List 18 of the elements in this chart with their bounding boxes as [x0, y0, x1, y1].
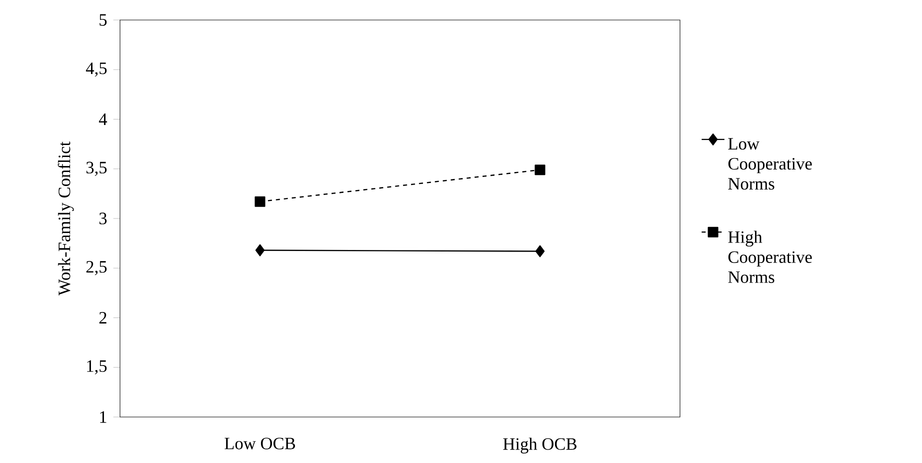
y-tick-label: 3,5 — [86, 162, 107, 176]
x-tick-label: Low OCB — [224, 438, 296, 450]
y-tick-label: 5 — [100, 14, 107, 26]
legend-label: Low Cooperative Norms — [728, 138, 812, 190]
point — [255, 244, 265, 256]
point — [535, 245, 545, 258]
point — [534, 164, 546, 176]
y-tick-label: 2,5 — [86, 261, 107, 276]
y-axis-title: Work-Family Conflict — [58, 142, 74, 296]
x-tick-label: High OCB — [503, 438, 576, 454]
y-tick-label: 3 — [99, 212, 107, 224]
y-tick-label: 2 — [99, 312, 106, 324]
y-tick-label: 1 — [100, 411, 106, 423]
y-tick-label: 4,5 — [86, 62, 107, 77]
point — [254, 196, 266, 207]
y-tick-label: 1,5 — [87, 360, 107, 374]
legend-label: High Cooperative Norms — [728, 230, 812, 283]
y-tick-label: 4 — [98, 114, 108, 125]
